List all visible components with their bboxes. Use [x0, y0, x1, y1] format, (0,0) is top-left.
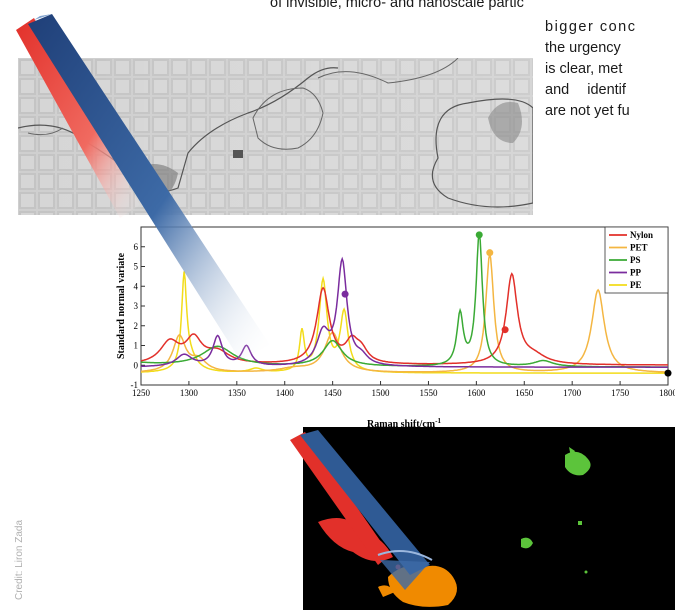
x-tick-label: 1600	[467, 388, 486, 398]
series-line-nylon	[140, 272, 668, 366]
y-tick-label: 0	[134, 360, 139, 370]
y-tick-label: 2	[134, 321, 139, 331]
x-tick-label: 1750	[611, 388, 630, 398]
y-tick-label: 1	[134, 341, 139, 351]
x-tick-label: 1350	[228, 388, 247, 398]
y-tick-label: 6	[134, 242, 139, 252]
pen-bottom-red	[290, 432, 390, 565]
x-tick-label: 1650	[515, 388, 534, 398]
y-tick-label: 5	[134, 262, 139, 272]
article-line: are not yet fu	[545, 103, 630, 119]
pen-bottom-blue	[300, 430, 430, 575]
x-tick-label: 1250	[132, 388, 151, 398]
y-tick-label: 4	[134, 281, 139, 291]
series-line-pp	[141, 256, 668, 368]
y-tick-label: 3	[134, 301, 139, 311]
series-line-pet	[140, 253, 668, 373]
legend-label-pp: PP	[630, 268, 641, 278]
x-axis-label-text: Raman shift/cm	[367, 419, 436, 430]
pen-top-blue	[28, 14, 270, 360]
x-tick-label: 1550	[419, 388, 438, 398]
peak-marker-pe	[664, 369, 672, 377]
article-line: of invisible, micro- and nanoscale parti…	[270, 0, 524, 11]
x-tick-label: 1500	[372, 388, 391, 398]
article-line: and identif	[545, 82, 626, 98]
legend-label-pet: PET	[630, 243, 648, 253]
article-line: the urgency	[545, 40, 621, 56]
green-particle	[565, 451, 591, 476]
article-line: is clear, met	[545, 61, 623, 77]
x-tick-label: 1700	[563, 388, 582, 398]
particle-map-image	[303, 427, 675, 610]
legend-label-pe: PE	[630, 280, 642, 290]
legend-label-nylon: Nylon	[630, 230, 653, 240]
legend: Nylon PET PS PP PE	[604, 226, 669, 294]
peak-marker-ps	[475, 231, 483, 239]
x-axis-label: Raman shift/cm-1	[367, 417, 441, 430]
article-line: bigger conc	[545, 19, 637, 35]
x-tick-label: 1300	[180, 388, 199, 398]
peak-marker-nylon	[501, 326, 509, 334]
x-tick-label: 1450	[324, 388, 343, 398]
microscope-image	[18, 58, 533, 215]
x-tick-label: 1800	[659, 388, 675, 398]
y-tick-label: -1	[131, 380, 139, 390]
legend-label-ps: PS	[630, 255, 641, 265]
peak-marker-pp	[341, 290, 349, 298]
x-axis-label-superscript: -1	[435, 417, 441, 425]
pen-top-red	[16, 18, 140, 218]
peak-marker-pet	[486, 249, 494, 257]
y-axis-label: Standard normal variate	[116, 252, 127, 359]
x-tick-label: 1400	[276, 388, 295, 398]
